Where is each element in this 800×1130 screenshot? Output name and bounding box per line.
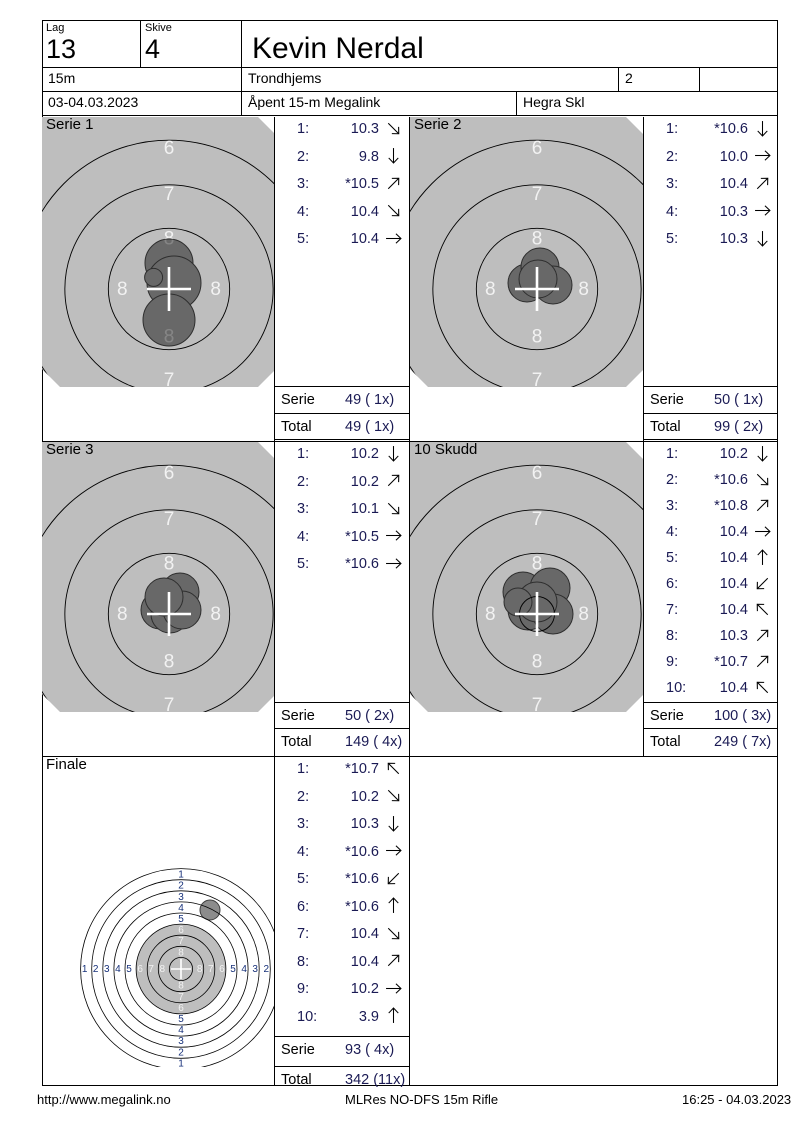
svg-text:7: 7 [532,695,543,712]
svg-text:8: 8 [197,964,203,975]
svg-text:8: 8 [485,604,496,625]
svg-text:4: 4 [178,1025,184,1036]
svg-text:8: 8 [578,279,589,300]
svg-text:2: 2 [178,881,184,892]
svg-text:7: 7 [208,964,214,975]
svg-text:7: 7 [164,184,175,205]
svg-text:8: 8 [532,327,543,348]
svg-text:4: 4 [178,903,184,914]
svg-text:8: 8 [178,947,184,958]
svg-text:1: 1 [82,964,88,975]
svg-text:7: 7 [178,936,184,947]
svg-text:6: 6 [137,964,143,975]
svg-text:6: 6 [532,463,543,484]
svg-text:7: 7 [532,370,543,387]
svg-text:2: 2 [178,1047,184,1058]
svg-text:5: 5 [178,914,184,925]
svg-text:8: 8 [485,279,496,300]
svg-text:6: 6 [532,138,543,159]
svg-text:7: 7 [164,509,175,530]
svg-text:7: 7 [164,695,175,712]
svg-text:8: 8 [532,652,543,673]
svg-text:7: 7 [148,964,154,975]
svg-text:8: 8 [210,279,221,300]
svg-text:1: 1 [178,870,184,881]
svg-text:7: 7 [178,992,184,1003]
svg-text:6: 6 [164,138,175,159]
svg-text:6: 6 [164,463,175,484]
svg-text:8: 8 [210,604,221,625]
svg-text:5: 5 [126,964,132,975]
svg-text:8: 8 [117,279,128,300]
svg-text:8: 8 [164,652,175,673]
svg-text:6: 6 [219,964,225,975]
svg-text:7: 7 [532,184,543,205]
svg-text:6: 6 [178,1003,184,1014]
svg-text:7: 7 [532,509,543,530]
svg-text:7: 7 [164,370,175,387]
svg-text:4: 4 [115,964,121,975]
svg-text:5: 5 [178,1014,184,1025]
svg-text:8: 8 [164,553,175,574]
svg-text:8: 8 [532,228,543,249]
svg-text:1: 1 [178,1058,184,1067]
svg-text:8: 8 [178,981,184,992]
svg-text:4: 4 [241,964,247,975]
svg-text:3: 3 [178,892,184,903]
svg-text:3: 3 [178,1036,184,1047]
svg-text:3: 3 [252,964,258,975]
svg-text:5: 5 [230,964,236,975]
svg-text:2: 2 [93,964,99,975]
svg-text:3: 3 [104,964,110,975]
svg-text:8: 8 [160,964,166,975]
svg-text:2: 2 [264,964,270,975]
svg-text:6: 6 [178,925,184,936]
svg-text:8: 8 [117,604,128,625]
svg-text:8: 8 [578,604,589,625]
